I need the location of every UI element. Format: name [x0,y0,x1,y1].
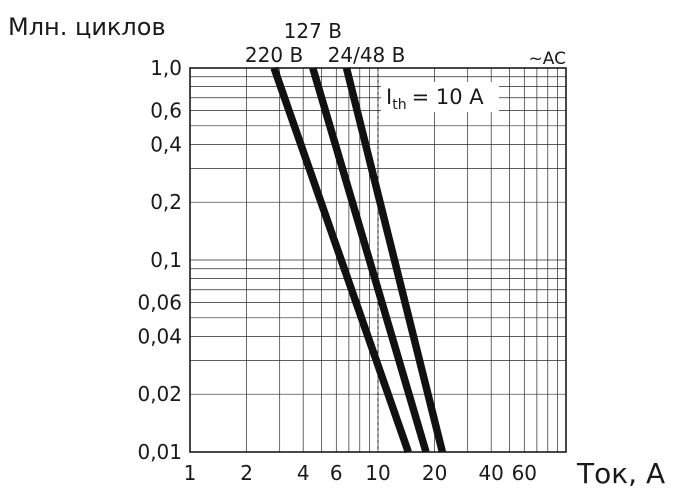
current-type-label: ~AC [529,49,566,69]
series-line-3 [342,67,447,453]
y-tick-label: 1,0 [150,56,182,80]
ith-value: = 10 А [412,85,485,109]
y-tick-label: 0,4 [150,132,182,156]
x-tick-label: 1 [184,461,197,485]
series-line-2 [309,66,430,454]
x-tick-label: 20 [422,461,447,485]
y-tick-label: 0,01 [137,440,182,464]
series-label-2: 127 В [284,19,342,43]
y-tick-label: 0,04 [137,324,182,348]
x-tick-label: 6 [330,461,343,485]
y-tick-label: 0,2 [150,190,182,214]
x-tick-label: 4 [297,461,310,485]
x-axis-label: Ток, А [576,457,665,489]
ith-annotation: Ith = 10 А [386,85,484,113]
ith-symbol: I [386,85,392,109]
y-tick-label: 0,06 [137,291,182,315]
y-axis-label: Млн. циклов [8,13,166,41]
series-group [270,66,447,454]
series-label-1: 220 В [245,43,303,67]
x-tick-label: 40 [478,461,503,485]
y-tick-label: 0,6 [150,99,182,123]
y-tick-label: 0,02 [137,382,182,406]
x-tick-label: 60 [512,461,537,485]
y-tick-labels: 1,0 0,6 0,4 0,2 0,1 0,06 0,04 0,02 0,01 [137,56,182,464]
y-tick-label: 0,1 [150,248,182,272]
x-tick-labels: 1 2 4 6 10 20 40 60 [184,461,537,485]
x-tick-label: 2 [240,461,253,485]
plot-frame [189,67,567,453]
x-tick-label: 10 [365,461,390,485]
series-line-1 [270,66,412,454]
series-label-3: 24/48 В [328,43,406,67]
ith-annotation-background [381,82,499,112]
ith-subscript: th [392,97,406,113]
